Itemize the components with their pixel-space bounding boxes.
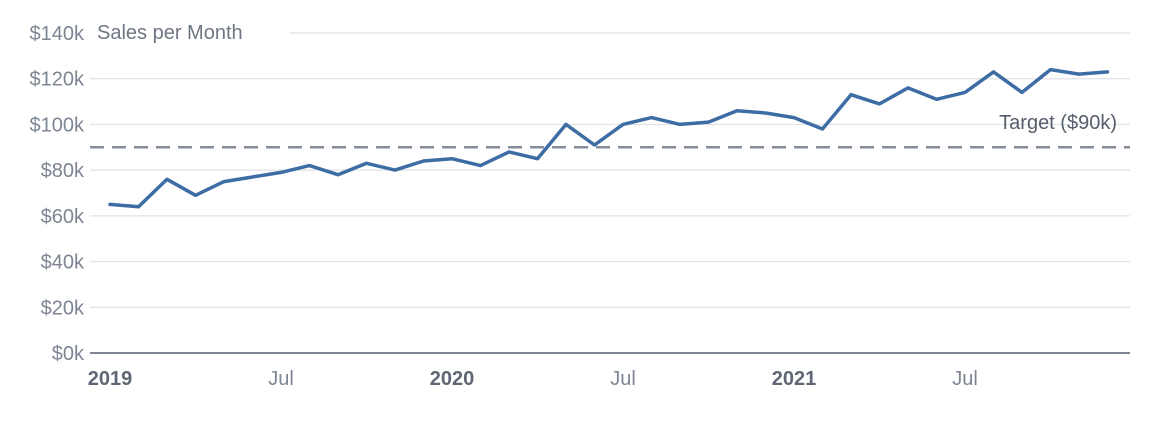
y-tick-label-$100k: $100k bbox=[30, 114, 85, 136]
gridlines bbox=[90, 32, 1130, 354]
sales-line-series bbox=[108, 67, 1110, 209]
x-tick-label-Jul-30: Jul bbox=[952, 368, 978, 390]
y-tick-label-$0k: $0k bbox=[52, 343, 85, 365]
x-axis-labels: 2019 Jul 2020 Jul 2021 Jul bbox=[88, 368, 978, 390]
y-tick-label-$80k: $80k bbox=[41, 160, 85, 182]
x-tick-label-2021-24: 2021 bbox=[772, 368, 817, 390]
x-tick-label-Jul-18: Jul bbox=[610, 368, 636, 390]
y-tick-label-$60k: $60k bbox=[41, 206, 85, 228]
y-tick-label-$120k: $120k bbox=[30, 69, 85, 91]
y-tick-label-$20k: $20k bbox=[41, 297, 85, 319]
x-tick-label-2020-12: 2020 bbox=[430, 368, 475, 390]
y-tick-label-$40k: $40k bbox=[41, 252, 85, 274]
target-line-label: Target ($90k) bbox=[999, 112, 1117, 134]
y-axis-labels: $0k $20k $40k $60k $80k $100k $120k $140k bbox=[30, 23, 85, 365]
x-tick-label-Jul-6: Jul bbox=[268, 368, 294, 390]
y-tick-label-$140k: $140k bbox=[30, 23, 85, 45]
x-tick-label-2019-0: 2019 bbox=[88, 368, 133, 390]
chart-title: Sales per Month bbox=[97, 22, 243, 44]
